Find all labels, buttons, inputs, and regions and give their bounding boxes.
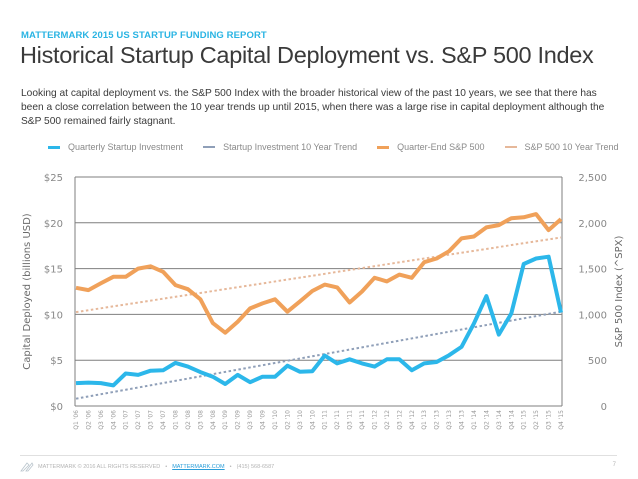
footer-phone: (415) 568-6587 (236, 464, 275, 470)
x-tick-label: Q3 '07 (148, 410, 155, 430)
x-tick-label: Q2 '15 (533, 410, 540, 430)
y-tick-label-left: $20 (44, 219, 63, 230)
x-tick-label: Q1 '14 (471, 410, 478, 430)
legend-label: Quarter-End S&P 500 (397, 142, 485, 152)
y-tick-label-right: 2,000 (578, 219, 607, 230)
x-tick-label: Q2 '10 (284, 410, 291, 430)
y-tick-label-left: $5 (50, 356, 63, 367)
x-tick-label: Q4 '10 (309, 410, 316, 430)
series-line-quarter-end-sp-500 (75, 212, 563, 335)
x-tick-label: Q2 '08 (185, 410, 192, 430)
x-tick-label: Q4 '13 (459, 410, 466, 430)
y-tick-label-left: $15 (44, 265, 63, 276)
legend-label: S&P 500 10 Year Trend (524, 142, 619, 152)
y-tick-label-left: $0 (50, 402, 63, 413)
legend-swatch-startup-trend (203, 146, 216, 148)
x-tick-label: Q1 '13 (421, 410, 428, 430)
x-tick-label: Q2 '09 (235, 410, 242, 430)
y-tick-label-left: $10 (44, 310, 63, 321)
chart: $0 $5 $10 $15 $20 $25 0 500 1,000 1,500 2,000 2,50… (22, 173, 625, 430)
mattermark-logo-icon (20, 462, 34, 472)
footer-separator: • (165, 464, 168, 470)
chart-legend: Quarterly Startup Investment Startup Inv… (48, 140, 638, 154)
x-axis-ticks: Q1 '06 Q2 '06 Q3 '06 Q4 '06 Q1 '07 Q2 '07 Q3 '… (73, 410, 565, 430)
y-tick-label-right: 500 (588, 356, 607, 367)
series-layer (75, 212, 563, 400)
x-tick-label: Q2 '12 (384, 410, 391, 430)
series-line-quarterly-startup-investment (75, 254, 563, 388)
x-tick-label: Q2 '14 (483, 410, 490, 430)
x-tick-label: Q3 '14 (496, 410, 503, 430)
page-number: 7 (612, 462, 616, 468)
x-tick-label: Q2 '07 (135, 410, 142, 430)
footer-website-link[interactable]: MATTERMARK.COM (172, 464, 225, 470)
footer-copyright: © 2016 ALL RIGHTS RESERVED (77, 464, 161, 470)
legend-item-sp500-trend: S&P 500 10 Year Trend (504, 142, 619, 152)
x-tick-label: Q2 '13 (434, 410, 441, 430)
x-tick-label: Q1 '06 (73, 410, 80, 430)
x-tick-label: Q4 '06 (110, 410, 117, 430)
legend-swatch-startup (48, 145, 60, 149)
legend-item-startup-trend: Startup Investment 10 Year Trend (203, 142, 357, 152)
x-tick-label: Q3 '11 (347, 410, 354, 430)
x-tick-label: Q4 '12 (409, 410, 416, 430)
x-tick-label: Q4 '14 (508, 410, 515, 430)
footer-separator: • (229, 464, 232, 470)
y-axis-right-title: S&P 500 Index (^SPX) (614, 236, 625, 348)
legend-swatch-sp500-trend (504, 146, 517, 148)
report-kicker: MATTERMARK 2015 US STARTUP FUNDING REPOR… (21, 30, 267, 41)
x-tick-label: Q3 '08 (197, 410, 204, 430)
legend-label: Startup Investment 10 Year Trend (223, 142, 358, 152)
page-title: Historical Startup Capital Deployment vs… (20, 42, 594, 68)
y-tick-label-right: 0 (601, 402, 607, 413)
y-tick-label-left: $25 (44, 173, 63, 184)
footer-brand: MATTERMARK (38, 464, 77, 470)
footer-divider (20, 455, 617, 456)
x-tick-label: Q3 '15 (546, 410, 553, 430)
x-tick-label: Q4 '09 (260, 410, 267, 430)
x-tick-label: Q4 '07 (160, 410, 167, 430)
legend-label: Quarterly Startup Investment (68, 142, 184, 152)
trend-line-startup-investment-10-year-trend (75, 310, 562, 400)
y-axis-left-title: Capital Deployed (billions USD) (22, 213, 33, 370)
footer: MATTERMARK © 2016 ALL RIGHTS RESERVED • … (20, 462, 274, 472)
x-tick-label: Q1 '11 (322, 410, 329, 430)
y-tick-label-right: 2,500 (578, 173, 607, 184)
x-tick-label: Q1 '12 (371, 410, 378, 430)
x-tick-label: Q1 '15 (521, 410, 528, 430)
x-tick-label: Q3 '13 (446, 410, 453, 430)
x-tick-label: Q3 '12 (396, 410, 403, 430)
x-tick-label: Q4 '08 (210, 410, 217, 430)
x-tick-label: Q1 '10 (272, 410, 279, 430)
x-tick-label: Q2 '06 (85, 410, 92, 430)
legend-swatch-sp500 (377, 145, 390, 149)
x-tick-label: Q3 '09 (247, 410, 254, 430)
y-axis-right-ticks: 0 500 1,000 1,500 2,000 2,500 (578, 173, 607, 413)
y-axis-left-ticks: $0 $5 $10 $15 $20 $25 (44, 173, 63, 413)
intro-paragraph: Looking at capital deployment vs. the S&… (21, 88, 605, 127)
x-tick-label: Q4 '11 (359, 410, 366, 430)
legend-item-startup: Quarterly Startup Investment (48, 142, 183, 152)
legend-item-sp500: Quarter-End S&P 500 (377, 142, 485, 152)
x-tick-label: Q2 '11 (334, 410, 341, 430)
y-tick-label-right: 1,500 (578, 265, 607, 276)
x-tick-label: Q3 '10 (297, 410, 304, 430)
trend-line-sp-500-10-year-trend (75, 236, 562, 314)
y-tick-label-right: 1,000 (578, 310, 607, 321)
x-tick-label: Q4 '15 (558, 410, 565, 430)
x-tick-label: Q1 '08 (172, 410, 179, 430)
x-tick-label: Q3 '06 (98, 410, 105, 430)
x-tick-label: Q1 '09 (222, 410, 229, 430)
x-tick-label: Q1 '07 (123, 410, 130, 430)
